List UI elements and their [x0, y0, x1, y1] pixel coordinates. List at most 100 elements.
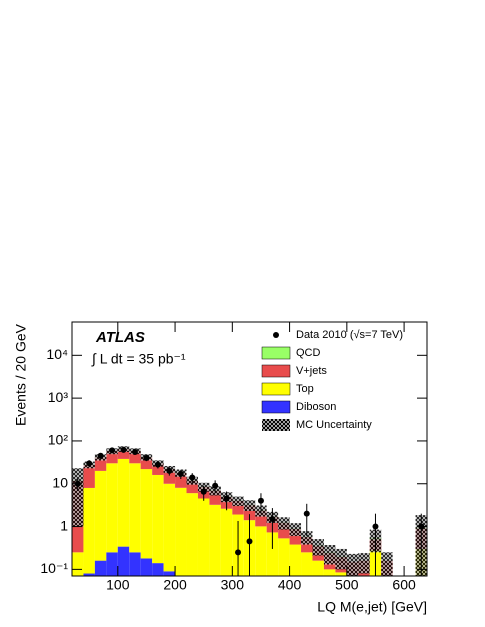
histogram-bar	[323, 569, 336, 576]
histogram-bar	[106, 451, 118, 464]
y-tick-label: 10⁻¹	[40, 560, 68, 576]
histogram-bar	[152, 463, 164, 475]
data-point	[109, 447, 116, 454]
histogram-bar	[175, 487, 187, 576]
data-point	[189, 474, 196, 481]
uncertainty-band	[358, 553, 370, 574]
legend-label: QCD	[296, 347, 321, 359]
histogram-bar	[187, 592, 198, 626]
uncertainty-band	[301, 531, 313, 545]
legend-label: Top	[296, 383, 314, 395]
histogram-bar	[117, 458, 130, 547]
histogram-bar	[197, 498, 210, 576]
histogram-bar	[221, 612, 232, 626]
legend-label: V+jets	[296, 365, 327, 377]
histogram-bar	[209, 504, 221, 576]
data-point	[235, 549, 242, 556]
legend-label: MC Uncertainty	[296, 419, 372, 431]
histogram-bar	[140, 457, 153, 470]
histogram-bar	[163, 469, 176, 484]
overlay: 10⁻¹ 1 10 10² 10³ 10⁴ 100 200 300 400 500 600 Data 2…	[40, 322, 427, 593]
data-point	[97, 452, 104, 459]
histogram-bar	[117, 449, 130, 459]
data-point	[257, 497, 264, 504]
histogram-bar	[209, 599, 220, 626]
histogram-bar	[289, 544, 302, 576]
plot-area	[72, 446, 427, 626]
histogram-bar	[301, 552, 313, 576]
histogram-bar	[129, 463, 141, 553]
histogram-bar	[152, 563, 164, 576]
data-point	[200, 488, 207, 495]
uncertainty-band	[312, 539, 324, 556]
data-point	[223, 495, 230, 502]
histogram-bar	[83, 573, 95, 576]
histogram-bar	[83, 464, 95, 488]
histogram-bar	[312, 560, 324, 576]
data-point	[212, 482, 219, 489]
histogram-bar	[117, 546, 130, 576]
histogram-bar	[255, 510, 267, 527]
data-point	[120, 446, 127, 453]
uncertainty-band	[335, 548, 347, 570]
histogram-bar	[129, 451, 141, 464]
data-point	[143, 454, 150, 461]
data-point	[303, 510, 310, 517]
y-axis-label: Events / 20 GeV	[13, 323, 29, 426]
histogram-bar	[301, 537, 313, 553]
histogram-bar	[278, 538, 290, 576]
data-point	[372, 523, 379, 530]
legend-marker	[273, 332, 279, 338]
histogram-bar	[186, 480, 198, 494]
histogram-bar	[220, 508, 233, 576]
uncertainty-band	[278, 517, 290, 530]
histogram-bar	[175, 472, 187, 488]
y-tick-label: 1	[60, 517, 68, 533]
legend-label: Data 2010 (√s=7 TeV)	[296, 329, 403, 341]
uncertainty-band	[72, 468, 84, 527]
data-point	[86, 460, 93, 467]
uncertainty-band	[243, 500, 256, 511]
y-tick-label: 10²	[48, 432, 69, 448]
histogram-bar	[72, 599, 83, 626]
histogram-bar	[232, 612, 243, 626]
histogram-bar	[266, 532, 279, 576]
x-axis-label: LQ M(e,jet) [GeV]	[317, 599, 427, 615]
uncertainty-band	[346, 553, 359, 576]
histogram-bar	[278, 522, 290, 539]
histogram-bar	[72, 552, 84, 576]
x-tick-label: 400	[278, 577, 302, 593]
legend-swatch	[261, 400, 291, 414]
histogram-bar	[244, 612, 255, 626]
legend-swatch	[261, 382, 291, 396]
histogram-bar	[232, 500, 244, 515]
histogram-bar	[163, 483, 176, 572]
y-tick-label: 10⁴	[46, 346, 68, 362]
x-tick-label: 200	[163, 577, 187, 593]
experiment-label: ATLAS	[95, 329, 145, 346]
uncertainty-band	[232, 496, 244, 507]
histogram-bar	[186, 493, 198, 576]
data-point	[177, 470, 184, 477]
data-point	[131, 449, 138, 456]
x-tick-label: 500	[335, 577, 359, 593]
data-point	[246, 538, 253, 545]
data-point	[166, 467, 173, 474]
data-point	[269, 516, 276, 523]
uncertainty-band	[381, 552, 393, 576]
histogram-bar	[94, 470, 107, 561]
histogram-bar	[255, 612, 266, 626]
histogram-bar	[198, 599, 209, 626]
histogram-bar	[106, 552, 118, 576]
x-tick-label: 300	[221, 577, 245, 593]
x-tick-label: 600	[392, 577, 416, 593]
histogram-bar	[152, 474, 164, 564]
histogram-bar	[140, 558, 153, 576]
y-tick-label: 10³	[48, 389, 69, 405]
y-tick-label: 10	[52, 474, 68, 490]
uncertainty-band	[323, 545, 336, 565]
legend-label: Diboson	[296, 401, 336, 413]
legend-swatch	[262, 419, 290, 431]
plot-frame	[71, 321, 428, 577]
